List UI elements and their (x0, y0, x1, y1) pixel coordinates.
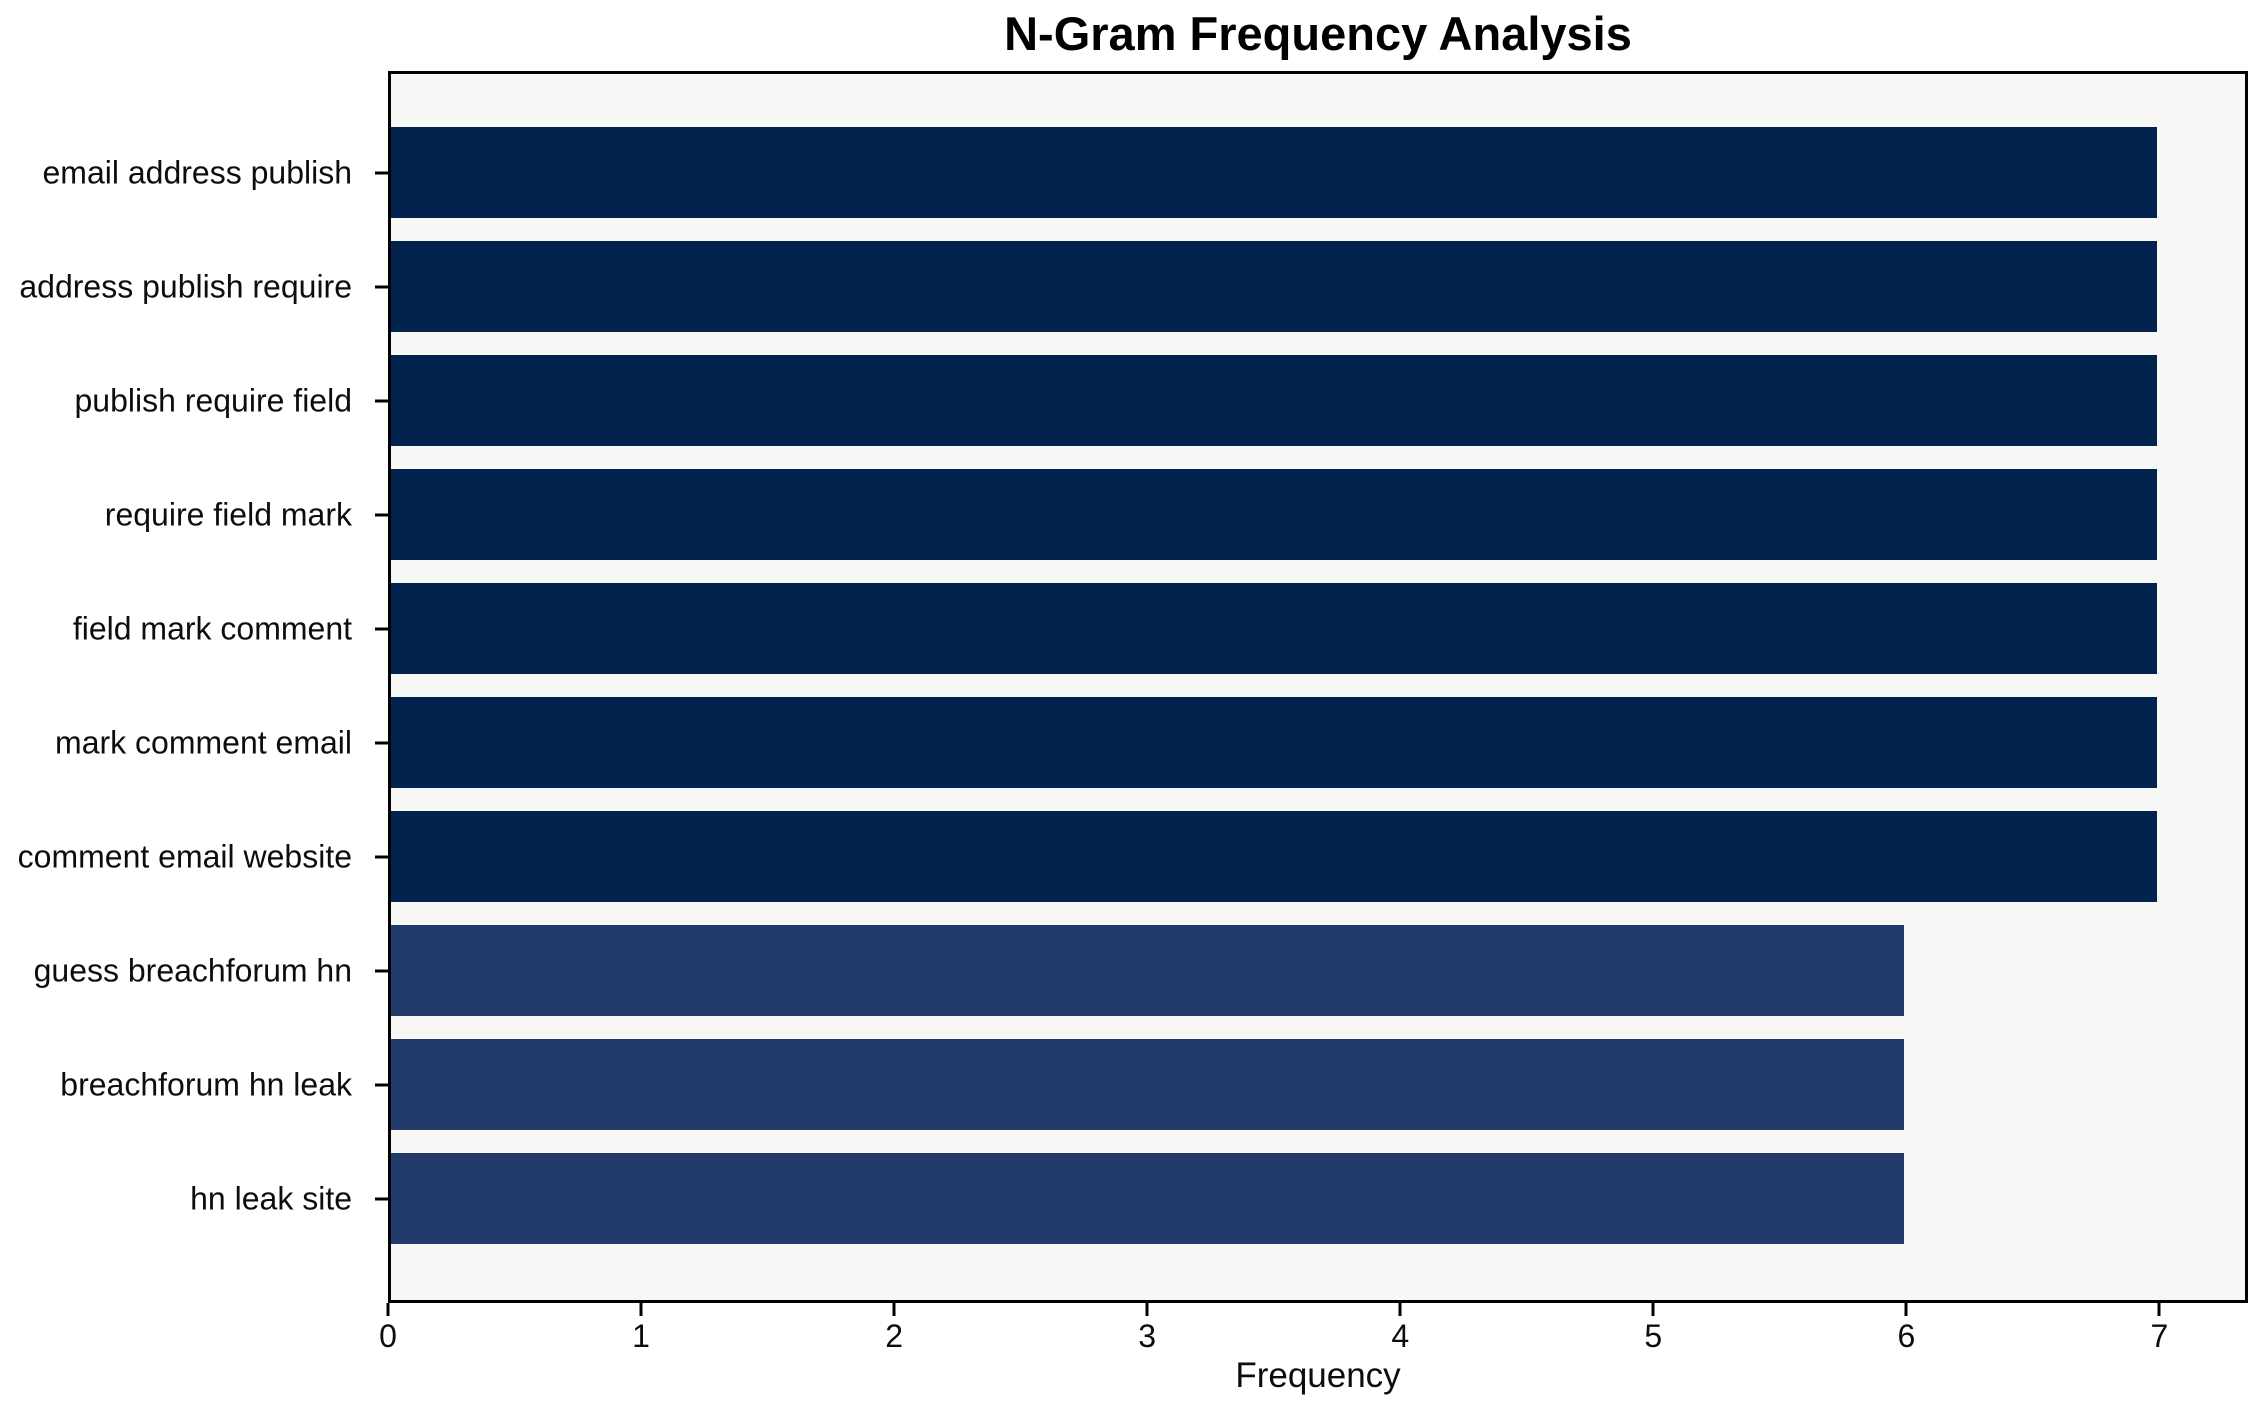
bar-rows-container: email address publish address publish req… (18, 127, 2245, 1244)
bar-row: breachforum hn leak (60, 1039, 2245, 1130)
y-axis-category-label: field mark comment (72, 610, 352, 646)
bar-row: require field mark (105, 469, 2245, 560)
bar-row: guess breachforum hn (34, 925, 2245, 1016)
y-tick-mark (375, 627, 388, 630)
y-axis-category-label: guess breachforum hn (33, 952, 352, 988)
y-tick-mark (375, 741, 388, 744)
y-tick-mark (375, 171, 388, 174)
y-axis-category-label: hn leak site (190, 1180, 352, 1216)
frequency-bar (391, 697, 2157, 788)
bar-row: field mark comment (73, 583, 2245, 674)
x-tick-mark (1398, 1303, 1402, 1316)
y-axis-category-label: address publish require (19, 268, 352, 304)
frequency-bar (391, 127, 2157, 218)
bar-row: hn leak site (190, 1153, 2245, 1244)
y-tick-mark (375, 1083, 388, 1086)
y-tick-mark (375, 1197, 388, 1200)
x-tick-mark (892, 1303, 896, 1316)
frequency-bar (391, 1153, 1905, 1244)
bar-row: mark comment email (55, 697, 2245, 788)
bar-row: comment email website (18, 811, 2245, 902)
y-axis-category-label: publish require field (74, 382, 353, 418)
frequency-bar (391, 355, 2157, 446)
x-tick-mark (1904, 1303, 1908, 1316)
x-tick-mark (1651, 1303, 1655, 1316)
x-tick-label: 1 (632, 1318, 650, 1354)
y-tick-mark (375, 855, 388, 858)
y-tick-mark (375, 513, 388, 516)
frequency-bar (391, 583, 2157, 674)
x-tick-mark (386, 1303, 390, 1316)
bar-row: publish require field (75, 355, 2245, 446)
y-tick-mark (375, 399, 388, 402)
frequency-bar (391, 925, 1905, 1016)
bar-row: address publish require (19, 241, 2245, 332)
bar-row: email address publish (43, 127, 2245, 218)
y-tick-mark (375, 285, 388, 288)
x-tick-label: 6 (1897, 1318, 1916, 1354)
y-axis-category-label: require field mark (104, 496, 352, 532)
y-axis-category-label: mark comment email (55, 724, 352, 760)
x-tick-mark (2157, 1303, 2161, 1316)
x-tick-mark (639, 1303, 643, 1316)
x-tick-label: 4 (1391, 1318, 1410, 1354)
frequency-bar (391, 1039, 1905, 1130)
y-axis-category-label: email address publish (42, 154, 353, 190)
frequency-bar (391, 241, 2157, 332)
x-tick-label: 5 (1644, 1318, 1663, 1354)
y-axis-category-label: comment email website (17, 838, 352, 874)
x-axis-label: Frequency (1235, 1356, 1401, 1395)
plot-area: email address publish address publish req… (18, 71, 2248, 1303)
x-tick-label: 0 (379, 1318, 397, 1354)
x-tick-label: 2 (885, 1318, 904, 1354)
x-tick-label: 3 (1138, 1318, 1157, 1354)
x-tick-label: 7 (2150, 1318, 2169, 1354)
frequency-bar (391, 469, 2157, 560)
frequency-bar (391, 811, 2157, 902)
chart-title: N-Gram Frequency Analysis (1004, 7, 1632, 60)
x-tick-mark (1145, 1303, 1149, 1316)
y-tick-mark (375, 969, 388, 972)
y-axis-category-label: breachforum hn leak (60, 1066, 352, 1102)
